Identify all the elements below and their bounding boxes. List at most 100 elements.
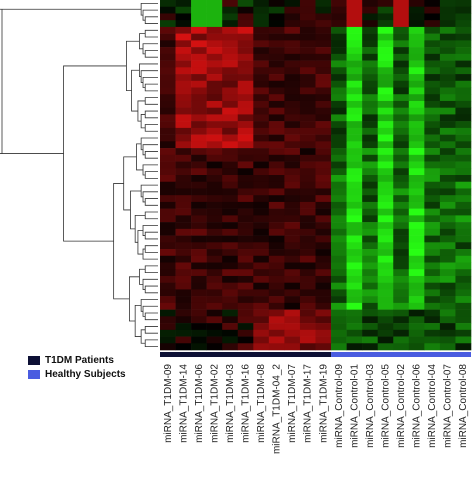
heatmap-cell (268, 100, 285, 108)
heatmap-cell (237, 222, 254, 230)
heatmap-cell (191, 249, 207, 257)
heatmap-cell (175, 161, 192, 169)
heatmap-cell (424, 222, 441, 230)
heatmap-cell (284, 296, 301, 304)
heatmap-cell (237, 74, 254, 82)
heatmap-cell (253, 127, 270, 135)
dendrogram-branch (144, 245, 158, 253)
heatmap-cell (191, 13, 207, 21)
heatmap-cell (175, 316, 192, 324)
heatmap-cell (175, 26, 192, 34)
heatmap-cell (439, 47, 456, 55)
heatmap-cell (206, 282, 223, 290)
heatmap-cell (315, 121, 332, 129)
heatmap-cell (362, 121, 378, 129)
heatmap-cell (268, 249, 285, 257)
heatmap-cell (237, 215, 254, 223)
heatmap-cell (206, 228, 223, 236)
heatmap-cell (160, 161, 176, 169)
heatmap-cell (253, 107, 270, 115)
dendrogram-branch (144, 265, 158, 273)
heatmap-cell (377, 262, 394, 270)
heatmap-cell (377, 195, 394, 203)
heatmap-cell (393, 80, 410, 88)
heatmap-cell (362, 235, 378, 243)
heatmap-cell (160, 242, 176, 250)
heatmap-cell (299, 154, 316, 162)
heatmap-cell (408, 20, 425, 28)
heatmap-cell (377, 275, 394, 283)
heatmap-cell (253, 215, 270, 223)
heatmap-cell (160, 74, 176, 82)
heatmap-cell (253, 228, 270, 236)
heatmap-cell (362, 74, 378, 82)
dendrogram-branch (129, 276, 140, 322)
heatmap-cell (191, 141, 207, 149)
heatmap-cell (362, 148, 378, 156)
heatmap-cell (237, 323, 254, 331)
heatmap-cell (393, 181, 410, 189)
heatmap-cell (175, 262, 192, 270)
heatmap-cell (253, 188, 270, 196)
heatmap-cell (222, 275, 239, 283)
dendrogram-branch (139, 268, 146, 285)
heatmap-cell (237, 80, 254, 88)
heatmap-cell (253, 316, 270, 324)
heatmap-cell (346, 329, 363, 337)
heatmap-cell (160, 168, 176, 176)
heatmap-cell (408, 127, 425, 135)
heatmap-cell (222, 121, 239, 129)
heatmap-cell (455, 148, 472, 156)
heatmap-cell (362, 343, 378, 351)
heatmap-cell (315, 222, 332, 230)
heatmap-cell (237, 208, 254, 216)
heatmap-cell (253, 87, 270, 95)
heatmap-cell (191, 53, 207, 61)
heatmap-cell (160, 26, 176, 34)
legend-label-healthy: Healthy Subjects (45, 368, 126, 380)
heatmap-cell (315, 235, 332, 243)
heatmap-cell (299, 94, 316, 102)
heatmap-cell (237, 154, 254, 162)
heatmap-cell (439, 0, 456, 8)
heatmap-cell (424, 316, 441, 324)
heatmap-cell (253, 121, 270, 129)
heatmap-cell (393, 107, 410, 115)
heatmap-cell (160, 215, 176, 223)
heatmap-cell (315, 249, 332, 257)
heatmap-cell (206, 309, 223, 317)
heatmap-cell (439, 188, 456, 196)
heatmap-cell (253, 302, 270, 310)
heatmap-cell (284, 100, 301, 108)
heatmap-cell (408, 0, 425, 8)
heatmap-cell (191, 228, 207, 236)
heatmap-cell (455, 181, 472, 189)
heatmap-cell (377, 309, 394, 317)
heatmap-cell (346, 107, 363, 115)
heatmap-cell (237, 188, 254, 196)
heatmap-cell (160, 94, 176, 102)
heatmap-cell (331, 67, 347, 75)
heatmap-cell (253, 329, 270, 337)
heatmap-cell (268, 329, 285, 337)
heatmap-cell (268, 127, 285, 135)
heatmap-cell (377, 282, 394, 290)
heatmap-cell (299, 20, 316, 28)
heatmap-cell (237, 282, 254, 290)
heatmap-cell (424, 343, 441, 351)
heatmap-cell (377, 121, 394, 129)
heatmap-cell (315, 201, 332, 209)
heatmap-cell (346, 127, 363, 135)
heatmap-cell (206, 208, 223, 216)
heatmap-cell (284, 0, 301, 8)
heatmap-cell (299, 235, 316, 243)
heatmap-cell (253, 67, 270, 75)
heatmap-cell (284, 323, 301, 331)
heatmap-cell (175, 181, 192, 189)
heatmap-cell (206, 107, 223, 115)
heatmap-cell (191, 127, 207, 135)
heatmap-cell (206, 67, 223, 75)
dendrogram-branch (130, 190, 142, 230)
heatmap-cell (362, 249, 378, 257)
heatmap-cell (268, 242, 285, 250)
